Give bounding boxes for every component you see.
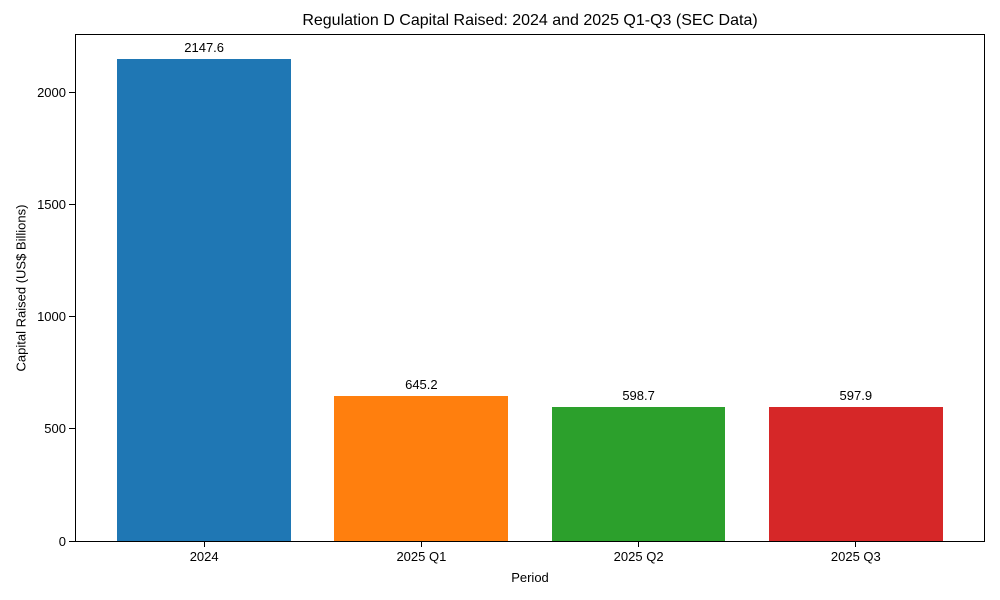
y-tick-mark xyxy=(69,428,75,430)
x-tick-label-2025-q3: 2025 Q3 xyxy=(830,549,881,564)
x-tick-label-2025-q1: 2025 Q1 xyxy=(396,549,447,564)
y-axis-label: Capital Raised (US$ Billions) xyxy=(13,204,29,372)
chart-title: Regulation D Capital Raised: 2024 and 20… xyxy=(302,12,758,29)
bar-value-label-2025-q3: 597.9 xyxy=(839,387,873,403)
bar-value-label-2024: 2147.6 xyxy=(184,40,225,56)
bar-value-label-2025-q2: 598.7 xyxy=(622,387,655,403)
x-tick-mark xyxy=(420,542,422,547)
y-tick-label-2000: 2000 xyxy=(37,84,66,100)
y-tick-label-1000: 1000 xyxy=(37,309,66,325)
y-tick-mark xyxy=(69,91,75,93)
x-tick-label-2025-q2: 2025 Q2 xyxy=(613,549,664,564)
x-axis-label: Period xyxy=(511,570,549,585)
y-tick-label-500: 500 xyxy=(44,421,66,437)
x-tick-mark xyxy=(638,542,640,547)
y-tick-label-0: 0 xyxy=(58,533,66,549)
bar-value-label-2025-q1: 645.2 xyxy=(405,377,438,393)
bar-2024 xyxy=(117,59,292,541)
x-tick-mark xyxy=(203,542,205,547)
bar-2025-q2 xyxy=(551,406,726,541)
y-tick-mark xyxy=(69,203,75,205)
y-tick-mark xyxy=(69,316,75,318)
y-tick-label-1500: 1500 xyxy=(37,196,66,212)
y-tick-mark xyxy=(69,540,75,542)
x-tick-label-2024: 2024 xyxy=(189,549,219,564)
x-tick-mark xyxy=(855,542,857,547)
plot-area: 2147.6 645.2 598.7 597.9 xyxy=(75,34,985,542)
bar-2025-q3 xyxy=(768,406,943,541)
bar-2025-q1 xyxy=(334,396,509,541)
